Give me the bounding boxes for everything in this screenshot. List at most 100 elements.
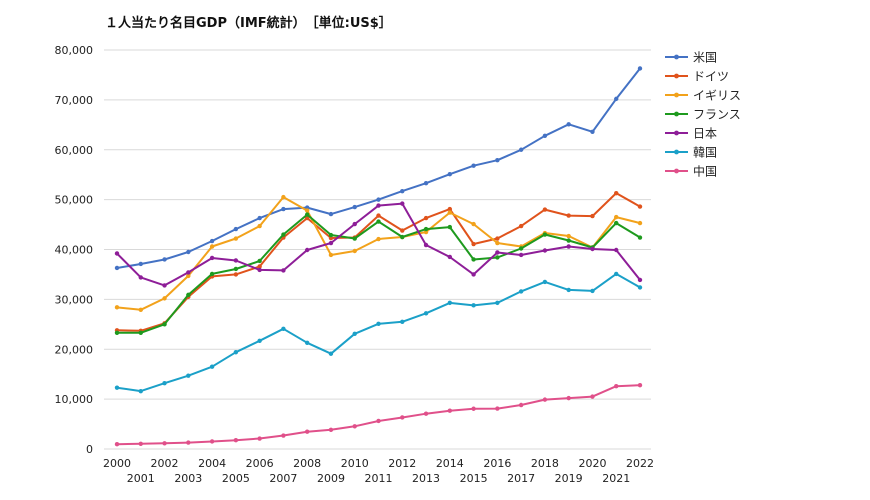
legend-item: 米国 bbox=[665, 51, 717, 65]
data-point bbox=[614, 96, 619, 102]
x-tick-label: 2022 bbox=[626, 457, 654, 470]
x-tick-label: 2021 bbox=[602, 472, 630, 485]
y-tick-label: 10,000 bbox=[55, 393, 94, 406]
data-point bbox=[328, 427, 334, 433]
legend-marker bbox=[674, 168, 679, 174]
data-point bbox=[542, 232, 548, 237]
x-tick-label: 2010 bbox=[341, 457, 369, 470]
x-tick-label: 2009 bbox=[317, 472, 345, 485]
x-tick-label: 2000 bbox=[103, 457, 131, 470]
x-tick-label: 2001 bbox=[127, 472, 155, 485]
data-point bbox=[209, 271, 215, 277]
data-point bbox=[614, 190, 619, 196]
x-tick-label: 2020 bbox=[578, 457, 606, 470]
data-point bbox=[542, 207, 548, 212]
data-point bbox=[114, 330, 120, 335]
data-point bbox=[566, 233, 571, 239]
y-tick-label: 0 bbox=[86, 443, 93, 456]
data-point bbox=[281, 194, 286, 200]
gridlines bbox=[104, 49, 651, 450]
data-point bbox=[304, 208, 310, 213]
data-point bbox=[281, 268, 286, 273]
data-point bbox=[471, 257, 476, 262]
data-point bbox=[495, 406, 500, 411]
data-point bbox=[400, 319, 405, 325]
data-point bbox=[495, 250, 500, 255]
data-point bbox=[566, 122, 571, 127]
data-point bbox=[614, 220, 619, 226]
data-point bbox=[471, 241, 476, 247]
data-point bbox=[400, 201, 405, 206]
data-point bbox=[518, 402, 524, 408]
series-中国 bbox=[114, 382, 643, 447]
data-point bbox=[400, 228, 405, 233]
data-point bbox=[304, 247, 310, 253]
data-point bbox=[590, 394, 595, 399]
data-point bbox=[138, 307, 143, 313]
legend-label: 日本 bbox=[693, 127, 717, 141]
data-point bbox=[614, 247, 619, 253]
data-point bbox=[257, 215, 262, 221]
data-point bbox=[352, 248, 357, 254]
series-ドイツ bbox=[114, 190, 643, 333]
data-point bbox=[209, 364, 215, 369]
data-point bbox=[114, 305, 120, 310]
data-point bbox=[447, 254, 453, 260]
data-point bbox=[495, 300, 500, 306]
data-point bbox=[138, 330, 143, 335]
data-point bbox=[209, 439, 215, 444]
data-point bbox=[518, 289, 524, 294]
data-point bbox=[614, 271, 619, 277]
data-point bbox=[281, 433, 286, 438]
data-point bbox=[328, 211, 334, 217]
data-point bbox=[495, 240, 500, 246]
data-point bbox=[328, 240, 334, 246]
data-point bbox=[186, 249, 191, 255]
data-point bbox=[637, 204, 643, 209]
legend-label: ドイツ bbox=[693, 70, 729, 84]
data-point bbox=[186, 292, 191, 298]
x-tick-label: 2011 bbox=[365, 472, 393, 485]
legend-item: ドイツ bbox=[665, 70, 729, 84]
data-point bbox=[423, 226, 429, 232]
data-point bbox=[162, 322, 167, 327]
data-point bbox=[162, 283, 167, 288]
data-point bbox=[495, 158, 500, 163]
data-point bbox=[447, 300, 453, 306]
legend-marker bbox=[674, 73, 679, 79]
x-tick-label: 2014 bbox=[436, 457, 464, 470]
data-point bbox=[471, 303, 476, 308]
data-point bbox=[186, 270, 191, 275]
data-point bbox=[637, 235, 643, 240]
data-point bbox=[423, 242, 429, 248]
data-point bbox=[471, 272, 476, 277]
data-point bbox=[542, 397, 548, 402]
data-point bbox=[376, 321, 381, 327]
data-point bbox=[542, 279, 548, 285]
x-tick-label: 2013 bbox=[412, 472, 440, 485]
data-point bbox=[257, 223, 262, 229]
data-point bbox=[447, 210, 453, 215]
legend-label: 米国 bbox=[693, 51, 717, 65]
data-point bbox=[590, 129, 595, 134]
legend-item: 中国 bbox=[665, 164, 717, 179]
data-point bbox=[186, 373, 191, 378]
legend-marker bbox=[674, 92, 679, 98]
data-point bbox=[518, 223, 524, 229]
data-point bbox=[304, 215, 310, 221]
data-point bbox=[162, 441, 167, 446]
y-tick-label: 60,000 bbox=[55, 144, 94, 157]
x-axis: 2000 2001 2002 2003 2004 2005 2006 2007 2008 2009… bbox=[103, 457, 654, 485]
chart-title: １人当たり名目GDP（IMF統計） ［単位:US$］ bbox=[105, 15, 392, 31]
data-point bbox=[114, 442, 120, 447]
legend-item: 韓国 bbox=[665, 146, 717, 160]
series-フランス bbox=[114, 212, 643, 335]
data-point bbox=[400, 234, 405, 240]
data-point bbox=[352, 331, 357, 336]
data-point bbox=[162, 257, 167, 262]
data-point bbox=[471, 406, 476, 411]
data-point bbox=[114, 385, 120, 390]
data-point bbox=[566, 238, 571, 243]
data-point bbox=[376, 236, 381, 242]
